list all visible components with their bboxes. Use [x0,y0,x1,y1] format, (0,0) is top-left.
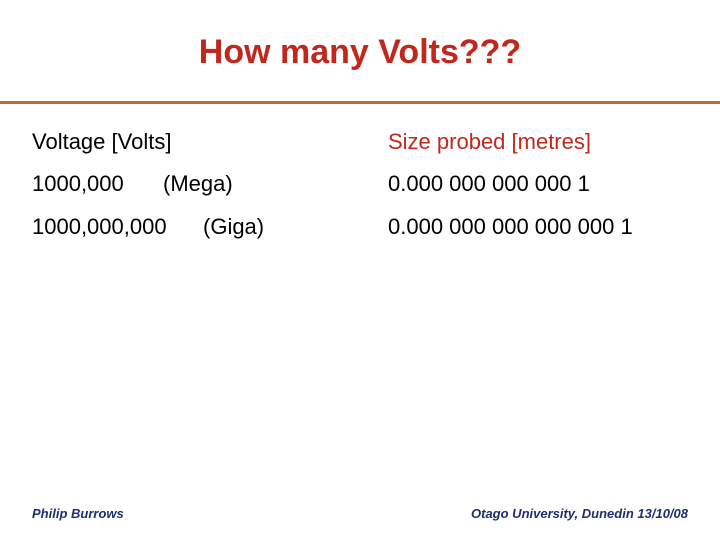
column-header-voltage: Voltage [Volts] [32,129,172,154]
row-1-prefix: (Mega) [163,171,233,196]
row-2-size: 0.000 000 000 000 000 1 [388,214,633,239]
row-2-voltage: 1000,000,000 [32,214,167,239]
row-2-prefix: (Giga) [203,214,265,239]
row-1-size: 0.000 000 000 000 1 [388,171,590,196]
row-1-voltage: 1000,000 [32,171,124,196]
column-header-size: Size probed [metres] [388,129,591,154]
footer-author: Philip Burrows [32,506,124,521]
footer-venue-date: Otago University, Dunedin 13/10/08 [471,506,688,521]
title-divider [0,101,720,104]
slide-title: How many Volts??? [198,33,522,71]
